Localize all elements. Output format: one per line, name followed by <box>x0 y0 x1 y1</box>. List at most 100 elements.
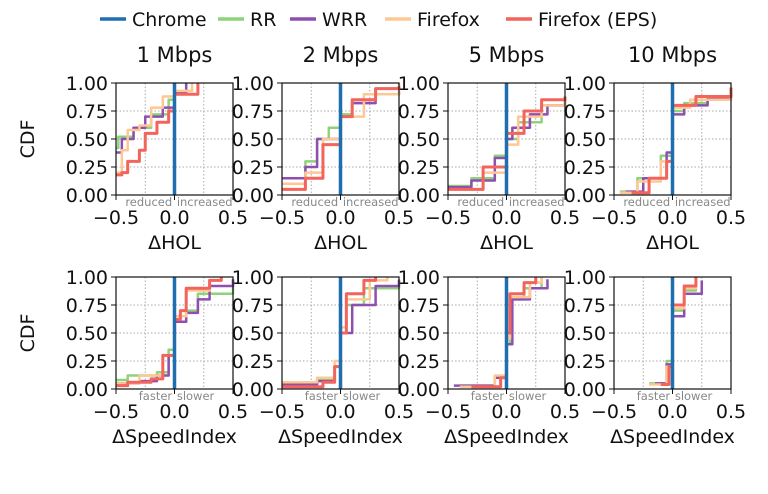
y-tick-label: 0.00 <box>232 379 274 401</box>
x-axis-label: ΔSpeedIndex <box>278 426 403 448</box>
cdf-series-wrr <box>448 98 567 189</box>
annotation-right: increased <box>675 195 731 209</box>
x-tick-label: −0.5 <box>259 207 305 229</box>
x-axis-label: ΔSpeedIndex <box>112 426 237 448</box>
annotation-right: slower <box>509 389 547 403</box>
y-tick-label: 1.00 <box>398 73 440 95</box>
annotation-right: slower <box>675 389 713 403</box>
x-tick-label: 0.0 <box>325 401 355 423</box>
cdf-series-wrr <box>654 280 703 385</box>
x-tick-label: −0.5 <box>425 207 471 229</box>
y-tick-label: 0.00 <box>66 185 108 207</box>
x-tick-label: 0.0 <box>657 207 687 229</box>
x-axis-label: ΔHOL <box>314 232 367 254</box>
y-tick-label: 1.00 <box>66 267 108 289</box>
x-axis-label: ΔHOL <box>646 232 699 254</box>
x-axis-label: ΔSpeedIndex <box>610 426 735 448</box>
y-tick-label: 0.50 <box>232 323 274 345</box>
y-tick-label: 1.00 <box>564 267 606 289</box>
cdf-series-firefox-eps- <box>448 96 567 191</box>
x-axis-label: ΔHOL <box>480 232 533 254</box>
x-tick-label: 0.0 <box>159 207 189 229</box>
x-tick-label: 0.5 <box>384 401 414 423</box>
x-tick-label: −0.5 <box>591 207 637 229</box>
y-tick-label: 0.50 <box>398 323 440 345</box>
legend-label: Firefox <box>417 9 480 31</box>
annotation-right: increased <box>343 195 399 209</box>
annotation-right: slower <box>343 389 381 403</box>
legend-label: Firefox (EPS) <box>538 9 657 31</box>
y-tick-label: 0.00 <box>564 185 606 207</box>
y-tick-label: 0.25 <box>398 157 440 179</box>
x-tick-label: 0.5 <box>716 207 746 229</box>
cdf-series-firefox-eps- <box>282 277 378 389</box>
cdf-series-wrr <box>453 279 549 387</box>
y-tick-label: 0.75 <box>564 295 606 317</box>
x-tick-label: 0.0 <box>491 401 521 423</box>
x-axis-label: ΔHOL <box>148 232 201 254</box>
x-tick-label: 0.0 <box>159 401 189 423</box>
y-tick-label: 0.75 <box>398 295 440 317</box>
y-tick-label: 1.00 <box>398 267 440 289</box>
cdf-series-firefox <box>116 83 194 174</box>
annotation-right: slower <box>177 389 215 403</box>
y-tick-label: 1.00 <box>232 73 274 95</box>
y-tick-label: 0.00 <box>398 379 440 401</box>
x-tick-label: 0.5 <box>218 401 248 423</box>
y-tick-label: 0.25 <box>564 351 606 373</box>
y-axis-label: CDF <box>17 314 39 353</box>
y-tick-label: 0.75 <box>66 101 108 123</box>
y-tick-label: 1.00 <box>564 73 606 95</box>
x-axis-label: ΔSpeedIndex <box>444 426 569 448</box>
y-tick-label: 0.75 <box>564 101 606 123</box>
annotation-right: increased <box>177 195 233 209</box>
y-tick-label: 0.75 <box>232 295 274 317</box>
y-tick-label: 0.25 <box>66 157 108 179</box>
y-tick-label: 0.50 <box>398 129 440 151</box>
annotation-left: reduced <box>291 195 338 209</box>
column-title: 5 Mbps <box>469 43 545 67</box>
x-tick-label: 0.0 <box>657 401 687 423</box>
annotation-left: faster <box>305 389 339 403</box>
y-tick-label: 0.50 <box>66 323 108 345</box>
y-tick-label: 0.00 <box>564 379 606 401</box>
y-tick-label: 0.75 <box>232 101 274 123</box>
annotation-left: reduced <box>125 195 172 209</box>
y-tick-label: 0.00 <box>398 185 440 207</box>
x-tick-label: 0.0 <box>491 207 521 229</box>
legend-label: WRR <box>322 9 367 31</box>
cdf-series-firefox <box>459 277 543 389</box>
x-tick-label: 0.5 <box>384 207 414 229</box>
x-tick-label: −0.5 <box>93 401 139 423</box>
annotation-left: faster <box>471 389 505 403</box>
x-tick-label: 0.5 <box>550 401 580 423</box>
x-tick-label: 0.5 <box>716 401 746 423</box>
annotation-left: faster <box>139 389 173 403</box>
y-tick-label: 0.25 <box>232 157 274 179</box>
y-tick-label: 0.25 <box>564 157 606 179</box>
y-tick-label: 1.00 <box>232 267 274 289</box>
y-tick-label: 0.00 <box>66 379 108 401</box>
x-tick-label: −0.5 <box>591 401 637 423</box>
annotation-left: reduced <box>457 195 504 209</box>
y-tick-label: 0.00 <box>232 185 274 207</box>
y-tick-label: 0.75 <box>398 101 440 123</box>
y-axis-label: CDF <box>17 120 39 159</box>
legend-label: Chrome <box>132 9 207 31</box>
y-tick-label: 0.50 <box>66 129 108 151</box>
y-tick-label: 0.25 <box>398 351 440 373</box>
column-title: 10 Mbps <box>628 43 717 67</box>
y-tick-label: 0.50 <box>564 129 606 151</box>
y-tick-label: 1.00 <box>66 73 108 95</box>
column-title: 2 Mbps <box>303 43 379 67</box>
x-tick-label: −0.5 <box>259 401 305 423</box>
x-tick-label: 0.5 <box>550 207 580 229</box>
column-title: 1 Mbps <box>137 43 213 67</box>
annotation-left: reduced <box>623 195 670 209</box>
x-tick-label: −0.5 <box>425 401 471 423</box>
x-tick-label: 0.5 <box>218 207 248 229</box>
legend-label: RR <box>250 9 276 31</box>
x-tick-label: −0.5 <box>93 207 139 229</box>
y-tick-label: 0.25 <box>66 351 108 373</box>
